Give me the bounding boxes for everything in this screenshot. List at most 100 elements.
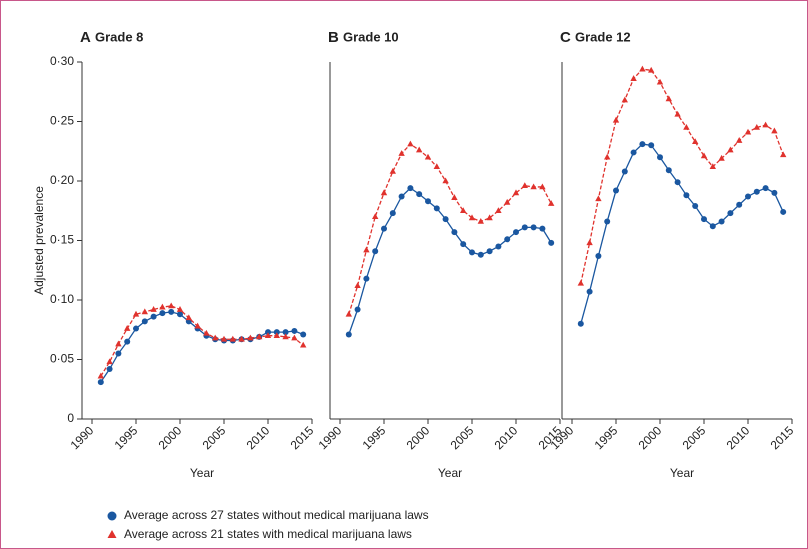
data-point [595,252,602,259]
data-point [674,179,681,186]
data-point [97,379,104,386]
data-point [106,366,113,373]
data-point [477,251,484,258]
data-point [433,205,440,212]
data-point [477,217,484,224]
data-point [753,123,760,130]
data-point [762,121,769,128]
panel-title: Grade 10 [343,29,399,44]
data-point [133,325,139,332]
data-point [709,223,716,230]
data-point [168,308,175,315]
data-point [639,141,646,148]
data-point [282,333,289,340]
data-point [577,320,584,327]
series-line [580,143,784,324]
y-tick-label: 0·30 [50,54,74,68]
data-point [433,163,440,170]
y-tick-label: 0·20 [50,173,74,187]
data-point [256,333,263,340]
data-point [124,338,131,345]
data-point [539,225,546,232]
data-point [442,216,449,223]
data-point [665,95,672,102]
x-tick-label: 2010 [492,423,521,452]
data-point [194,322,201,329]
data-point [380,189,388,196]
data-point [229,335,236,342]
data-point [176,306,184,312]
data-point [177,311,183,318]
data-point [141,308,148,315]
series-line [348,143,552,315]
data-point [630,149,637,156]
x-tick-label: 1995 [592,423,621,452]
data-point [548,239,555,246]
data-point [185,314,192,321]
data-point [665,167,672,174]
data-point [238,335,245,342]
data-point [300,341,307,348]
y-tick-label: 0 [67,411,74,425]
data-point [621,168,628,175]
data-point [504,236,511,243]
data-point [701,216,707,223]
data-point [203,329,210,336]
data-point [354,306,361,313]
x-tick-label: 1990 [68,423,97,452]
data-point [657,154,663,161]
data-point [639,65,646,72]
data-point [709,163,716,170]
y-tick-label: 0·25 [50,114,74,128]
x-tick-label: 2005 [200,423,229,452]
data-point [150,313,157,320]
data-point [282,329,289,336]
data-point [442,177,449,184]
legend-label: Average across 27 states without medical… [124,508,429,522]
data-point [495,243,502,250]
data-point [586,239,593,246]
data-point [486,248,493,255]
x-axis-label: Year [190,466,214,480]
data-point [291,327,298,334]
x-tick-label: 2010 [724,423,753,452]
data-point [468,214,476,221]
data-point [692,138,699,145]
data-point [141,318,148,325]
data-point [539,183,546,190]
data-point [345,310,352,317]
data-point [407,185,414,192]
data-point [273,329,280,336]
data-point [106,358,113,365]
data-point [648,142,655,149]
panel-label: C [560,29,571,46]
data-point [159,310,166,317]
x-tick-label: 2000 [156,423,185,452]
data-point [495,207,502,214]
panel-label: A [80,29,91,46]
data-point [521,182,528,189]
data-point [753,188,760,195]
data-point [451,229,458,236]
data-point [363,275,370,282]
data-point [718,154,725,161]
data-point [521,224,528,231]
data-point [407,140,414,147]
data-point [264,332,272,338]
data-point [771,127,778,134]
data-point [115,350,122,357]
x-tick-label: 2015 [768,423,797,452]
data-point [771,189,778,196]
data-point [577,279,584,286]
panel-title: Grade 8 [95,29,143,44]
data-point [762,185,769,192]
x-tick-label: 2005 [448,423,477,452]
data-point [115,340,122,347]
data-point [398,150,405,156]
data-point [683,123,690,130]
data-point [97,372,104,379]
data-point [548,200,555,206]
data-point [727,146,734,153]
data-point [718,218,725,225]
